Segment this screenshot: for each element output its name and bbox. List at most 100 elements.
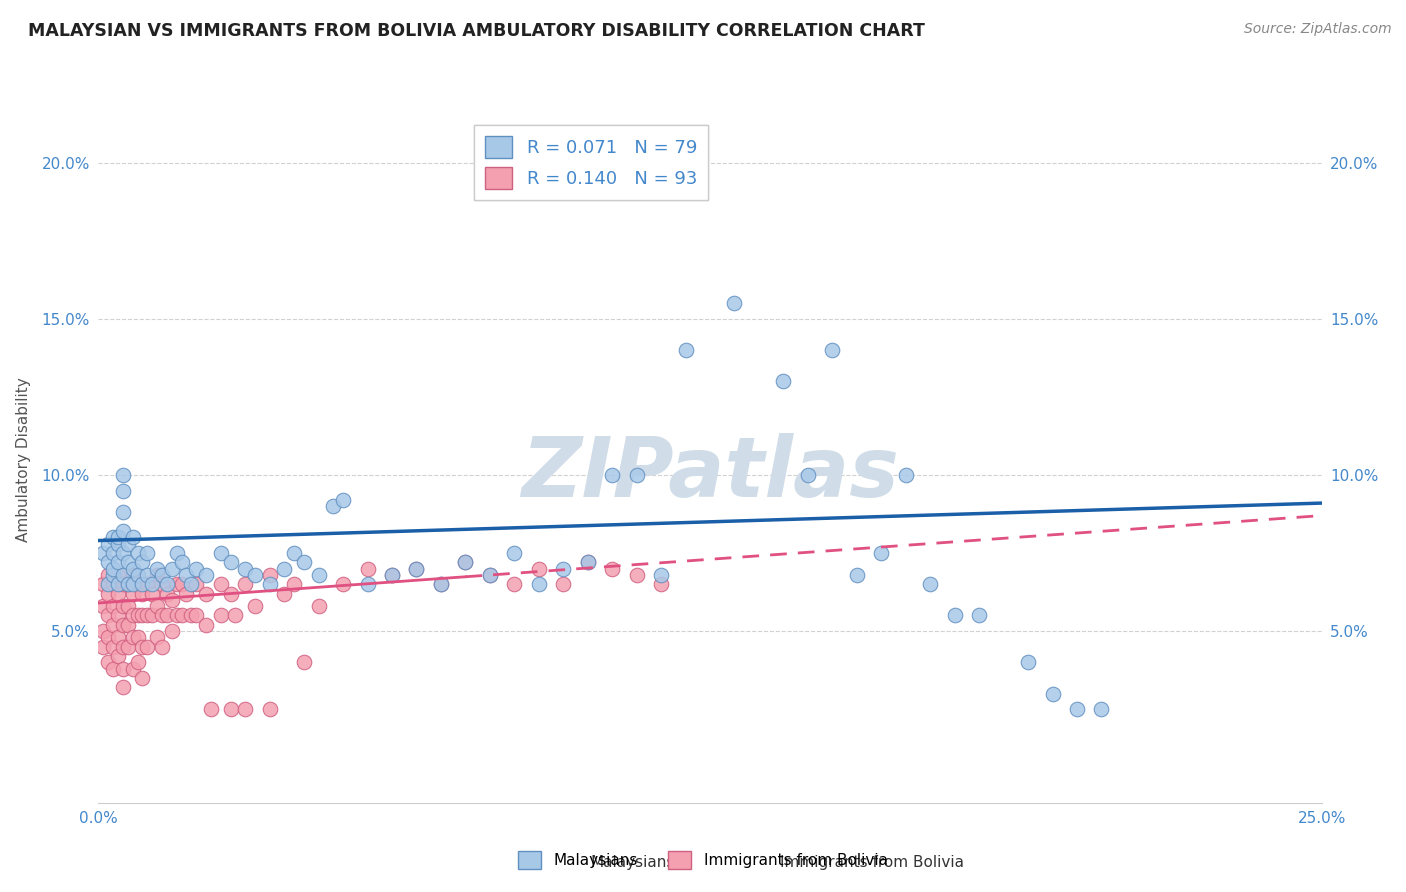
Point [405, 562, 427, 576]
Point [127, 630, 149, 644]
Point [454, 555, 477, 570]
Point [101, 546, 124, 560]
Point [127, 546, 149, 560]
Point [160, 562, 183, 576]
Point [797, 467, 820, 482]
Point [1042, 687, 1064, 701]
Point [141, 587, 163, 601]
Point [101, 577, 124, 591]
Point [136, 640, 159, 654]
Point [292, 555, 315, 570]
Point [478, 568, 501, 582]
Point [117, 577, 139, 591]
Point [111, 524, 134, 539]
Point [141, 608, 163, 623]
Point [283, 577, 305, 591]
Point [322, 500, 344, 514]
Point [121, 530, 143, 544]
Point [107, 555, 129, 570]
Point [454, 555, 477, 570]
Point [131, 608, 153, 623]
Point [1090, 702, 1112, 716]
Point [136, 608, 159, 623]
Point [111, 483, 134, 498]
Point [101, 599, 124, 614]
Point [600, 467, 623, 482]
Point [821, 343, 844, 358]
Point [131, 587, 153, 601]
Point [576, 555, 599, 570]
Point [209, 608, 232, 623]
Legend: Malaysians, Immigrants from Bolivia: Malaysians, Immigrants from Bolivia [512, 845, 894, 875]
Point [141, 577, 163, 591]
Point [91, 599, 114, 614]
Point [97, 630, 120, 644]
Point [967, 608, 990, 623]
Text: Source: ZipAtlas.com: Source: ZipAtlas.com [1244, 22, 1392, 37]
Point [1017, 655, 1039, 669]
Point [101, 562, 124, 576]
Point [117, 617, 139, 632]
Point [180, 577, 202, 591]
Text: Immigrants from Bolivia: Immigrants from Bolivia [780, 855, 963, 870]
Point [176, 587, 198, 601]
Point [259, 568, 281, 582]
Point [111, 640, 134, 654]
Point [186, 577, 208, 591]
Point [870, 546, 893, 560]
Point [332, 577, 354, 591]
Point [166, 608, 188, 623]
Point [503, 546, 526, 560]
Point [553, 562, 575, 576]
Point [170, 577, 193, 591]
Point [91, 546, 114, 560]
Point [200, 702, 222, 716]
Y-axis label: Ambulatory Disability: Ambulatory Disability [15, 377, 31, 541]
Point [131, 555, 153, 570]
Point [91, 577, 114, 591]
Point [127, 608, 149, 623]
Point [101, 617, 124, 632]
Point [107, 530, 129, 544]
Point [111, 467, 134, 482]
Point [195, 587, 218, 601]
Point [146, 630, 169, 644]
Point [101, 662, 124, 676]
Point [97, 587, 120, 601]
Point [117, 577, 139, 591]
Point [156, 577, 179, 591]
Point [111, 599, 134, 614]
Point [121, 568, 143, 582]
Point [150, 640, 173, 654]
Point [121, 608, 143, 623]
Point [107, 649, 129, 664]
Point [209, 577, 232, 591]
Point [233, 577, 256, 591]
Point [273, 587, 295, 601]
Point [243, 568, 266, 582]
Point [101, 530, 124, 544]
Point [176, 568, 198, 582]
Point [1066, 702, 1088, 716]
Point [117, 555, 139, 570]
Point [111, 568, 134, 582]
Point [146, 562, 169, 576]
Point [233, 702, 256, 716]
Point [111, 577, 134, 591]
Text: ZIPatlas: ZIPatlas [522, 433, 898, 514]
Point [356, 562, 378, 576]
Point [675, 343, 697, 358]
Point [243, 599, 266, 614]
Point [209, 546, 232, 560]
Point [121, 577, 143, 591]
Point [111, 617, 134, 632]
Point [600, 562, 623, 576]
Point [97, 568, 120, 582]
Point [101, 568, 124, 582]
Point [111, 662, 134, 676]
Point [166, 546, 188, 560]
Point [195, 568, 218, 582]
Point [160, 592, 183, 607]
Point [527, 577, 550, 591]
Text: Malaysians: Malaysians [591, 855, 675, 870]
